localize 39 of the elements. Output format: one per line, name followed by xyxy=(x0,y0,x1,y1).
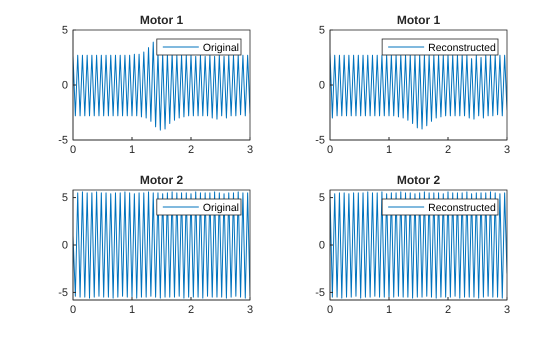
x-tick-label: 3 xyxy=(246,304,254,316)
y-tick-label: 0 xyxy=(318,240,325,252)
y-tick-label: -5 xyxy=(58,286,68,299)
chart-title: Motor 1 xyxy=(140,13,184,27)
y-tick-label: -5 xyxy=(58,134,68,147)
legend-label: Reconstructed xyxy=(428,202,496,214)
line-series xyxy=(330,191,507,299)
y-tick-label: 0 xyxy=(62,240,68,252)
line-series xyxy=(73,42,250,131)
y-tick-label: 0 xyxy=(62,80,68,92)
x-tick-label: 2 xyxy=(444,304,452,316)
x-tick-label: 2 xyxy=(444,144,452,156)
x-tick-label: 2 xyxy=(188,144,194,156)
legend-label: Reconstructed xyxy=(428,42,496,54)
y-tick-label: -5 xyxy=(315,286,325,299)
chart-title: Motor 2 xyxy=(140,173,184,187)
y-tick-label: 5 xyxy=(62,192,68,204)
x-tick-label: 0 xyxy=(70,144,76,156)
y-tick-label: 5 xyxy=(318,24,325,37)
line-series xyxy=(73,191,250,299)
x-tick-label: 1 xyxy=(386,304,392,316)
legend-label: Original xyxy=(202,202,239,214)
x-tick-label: 3 xyxy=(504,304,510,316)
x-tick-label: 0 xyxy=(326,304,334,316)
x-tick-label: 0 xyxy=(326,144,334,156)
x-tick-label: 1 xyxy=(128,304,136,316)
x-tick-label: 0 xyxy=(70,304,76,316)
x-tick-label: 3 xyxy=(246,144,254,156)
x-tick-label: 1 xyxy=(386,144,392,156)
y-tick-label: 5 xyxy=(62,24,68,37)
x-tick-label: 1 xyxy=(128,144,136,156)
legend-label: Original xyxy=(202,42,239,54)
y-tick-label: -5 xyxy=(315,134,325,147)
chart-title: Motor 1 xyxy=(396,13,440,27)
x-tick-label: 2 xyxy=(188,304,194,316)
y-tick-label: 0 xyxy=(318,80,325,92)
y-tick-label: 5 xyxy=(318,192,325,204)
chart-title: Motor 2 xyxy=(396,173,440,187)
x-tick-label: 3 xyxy=(504,144,510,156)
